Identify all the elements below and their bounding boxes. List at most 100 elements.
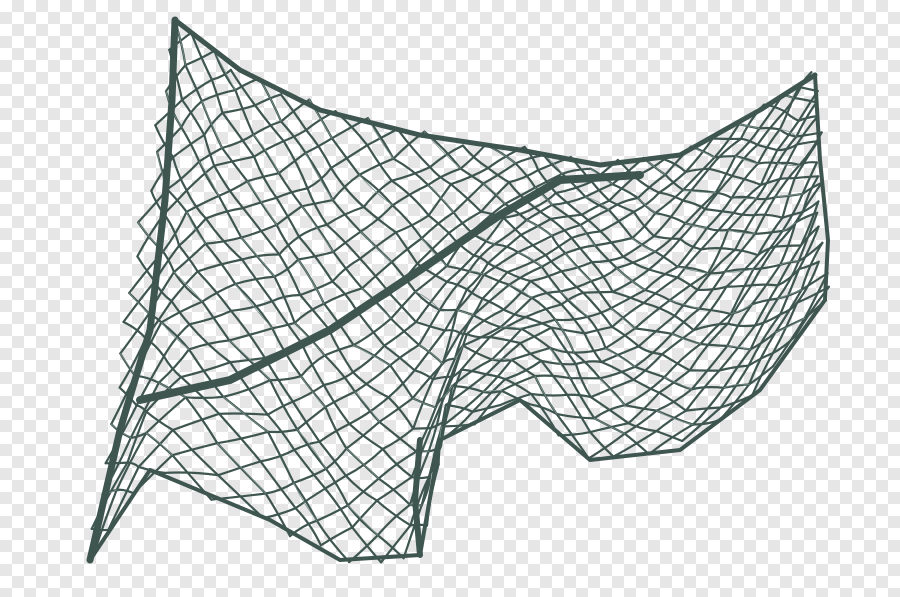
net-strand	[185, 164, 216, 192]
net-strand	[700, 247, 737, 251]
net-strand	[330, 166, 365, 209]
net-strand	[731, 174, 763, 186]
net-strand	[610, 307, 636, 329]
net-strand	[442, 385, 453, 398]
net-strand	[579, 208, 610, 227]
net-strand	[582, 290, 614, 294]
net-strand	[616, 267, 646, 291]
net-strand	[299, 354, 326, 378]
net-strand	[304, 151, 334, 202]
net-strand	[623, 376, 666, 407]
net-strand	[306, 187, 328, 226]
net-strand	[323, 354, 357, 393]
net-strand	[173, 271, 203, 302]
net-strand	[115, 488, 135, 495]
net-strand	[529, 280, 563, 306]
net-strand	[582, 291, 614, 328]
net-strand	[217, 194, 243, 239]
net-strand	[447, 210, 483, 235]
net-strand	[278, 253, 302, 297]
net-strand	[584, 183, 614, 198]
net-strand	[684, 191, 717, 225]
net-strand	[517, 251, 543, 268]
net-strand	[533, 191, 557, 209]
net-strand	[652, 199, 685, 238]
net-strand	[778, 96, 795, 131]
net-strand	[644, 265, 679, 292]
net-strand	[684, 137, 714, 174]
net-strand	[449, 166, 490, 186]
net-strand	[700, 211, 735, 251]
net-strand	[216, 442, 267, 494]
net-strand	[598, 365, 636, 380]
net-strand	[221, 146, 249, 183]
net-strand	[465, 262, 490, 291]
net-strand	[253, 140, 285, 158]
net-strand	[171, 442, 219, 457]
net-strand	[300, 375, 326, 408]
net-strand	[278, 235, 300, 256]
net-strand	[753, 213, 784, 219]
net-strand	[115, 431, 148, 491]
net-strand	[549, 217, 573, 240]
net-strand	[734, 248, 760, 257]
net-strand	[299, 293, 330, 330]
net-strand	[390, 179, 430, 217]
net-strand	[234, 282, 274, 330]
net-strand	[797, 260, 820, 271]
net-strand	[184, 49, 216, 67]
net-strand	[502, 216, 523, 236]
net-strand	[775, 317, 806, 333]
net-strand	[704, 174, 734, 211]
net-strand	[390, 166, 432, 182]
net-strand	[681, 167, 710, 202]
net-strand	[465, 333, 492, 339]
net-strand	[129, 381, 160, 439]
net-strand	[669, 299, 700, 310]
net-strand	[297, 259, 325, 304]
net-strand	[656, 410, 694, 425]
net-strand	[729, 267, 755, 315]
net-strand	[586, 307, 613, 318]
net-strand	[655, 430, 684, 443]
net-strand	[798, 161, 818, 167]
net-strand	[414, 265, 448, 293]
net-strand	[499, 296, 533, 329]
net-strand	[230, 309, 266, 360]
net-strand	[246, 180, 278, 226]
net-strand	[383, 320, 418, 347]
net-strand	[331, 199, 362, 233]
net-strand	[580, 213, 602, 233]
net-strand	[389, 292, 418, 324]
net-strand	[503, 186, 537, 205]
net-strand	[322, 383, 351, 425]
net-strand	[750, 283, 779, 287]
net-strand	[282, 128, 308, 143]
net-strand	[564, 252, 592, 282]
net-strand	[753, 196, 777, 235]
net-strand	[296, 406, 327, 431]
net-strand	[452, 182, 485, 214]
net-strand	[358, 157, 395, 176]
net-strand	[269, 375, 303, 382]
net-strand	[330, 137, 361, 176]
net-strand	[676, 276, 699, 291]
net-strand	[213, 155, 256, 167]
net-strand	[427, 396, 444, 453]
net-strand	[186, 211, 206, 245]
net-strand	[774, 288, 803, 334]
net-strand	[264, 481, 295, 495]
net-strand	[688, 322, 729, 372]
net-strand	[172, 242, 207, 274]
net-strand	[347, 504, 379, 536]
net-strand	[793, 175, 820, 180]
net-strand	[730, 195, 758, 200]
net-strand	[753, 229, 784, 235]
net-strand	[221, 111, 256, 158]
net-strand	[242, 207, 281, 256]
net-strand	[727, 228, 757, 235]
net-strand	[690, 386, 725, 391]
net-strand	[755, 162, 779, 200]
net-strand	[246, 172, 280, 183]
net-strand	[756, 161, 779, 165]
